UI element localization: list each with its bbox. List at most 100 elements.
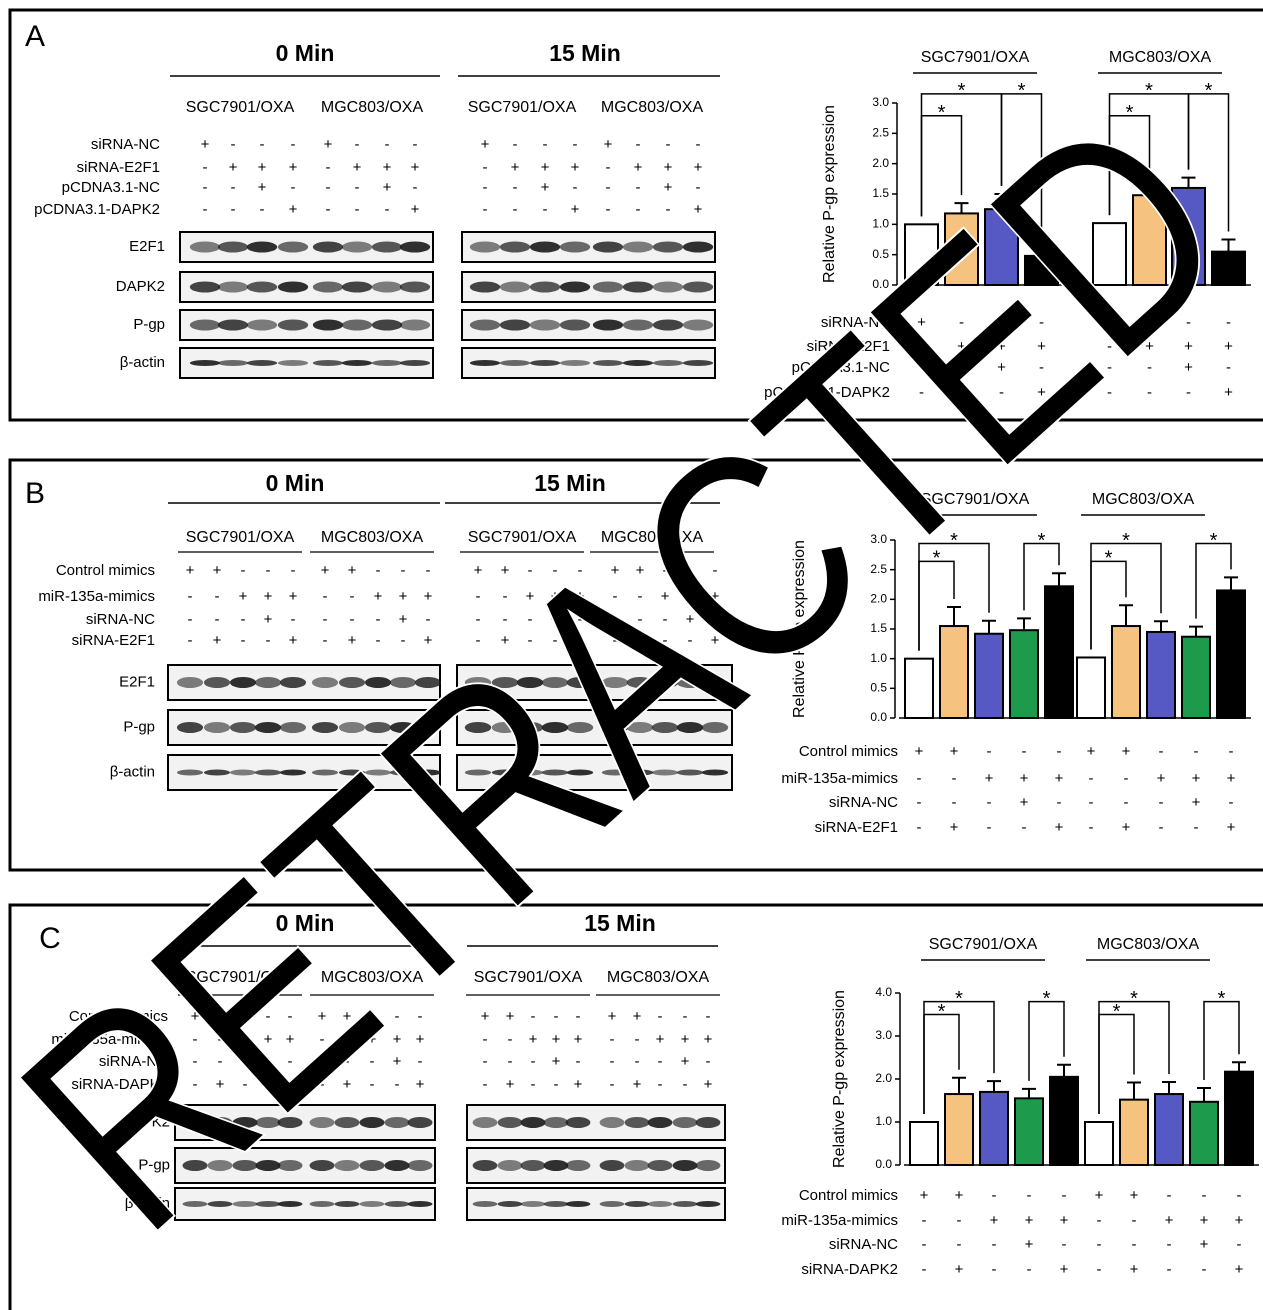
treatment-sign: + (541, 179, 550, 196)
blot-band (204, 770, 230, 776)
condition-sign: - (1124, 770, 1129, 787)
cell-line-label: SGC7901/OXA (186, 99, 295, 116)
condition-sign: - (1132, 1236, 1137, 1253)
treatment-sign: - (326, 159, 331, 176)
treatment-label: Control mimics (56, 562, 155, 579)
blot-band (218, 320, 248, 331)
blot-band (280, 722, 306, 733)
condition-sign: + (955, 1187, 964, 1204)
blot-band (498, 1201, 523, 1207)
blot-band (385, 1201, 410, 1207)
treatment-sign: - (413, 179, 418, 196)
blot-band (385, 1117, 410, 1128)
blot-band (313, 320, 343, 331)
error-bar (1127, 1082, 1141, 1099)
condition-sign: + (1055, 819, 1064, 836)
blot-band (342, 282, 372, 293)
treatment-sign: + (264, 611, 273, 628)
blot-band (648, 1117, 673, 1128)
error-bar (1232, 1062, 1246, 1071)
condition-sign: - (922, 1212, 927, 1229)
blot-band (255, 722, 281, 733)
blot-band (500, 320, 530, 331)
condition-sign: + (1087, 743, 1096, 760)
treatment-sign: - (355, 136, 360, 153)
condition-sign: - (1159, 743, 1164, 760)
treatment-sign: - (531, 1053, 536, 1070)
significance-star: * (1038, 530, 1046, 552)
treatment-sign: - (241, 632, 246, 649)
blot-band (342, 242, 372, 253)
bar (980, 1092, 1008, 1165)
blot-band (648, 1160, 673, 1171)
bar (1077, 657, 1105, 718)
condition-sign: + (1192, 794, 1201, 811)
cell-line-label: MGC803/OXA (601, 99, 704, 116)
condition-sign: - (1089, 819, 1094, 836)
treatment-sign: - (483, 1031, 488, 1048)
condition-sign: - (987, 819, 992, 836)
y-tick-label: 2.0 (875, 1071, 892, 1085)
treatment-sign: - (483, 1076, 488, 1093)
blot-band (177, 722, 203, 733)
treatment-sign: - (291, 611, 296, 628)
treatment-sign: - (203, 159, 208, 176)
blot-band (342, 360, 372, 366)
treatment-sign: + (633, 1076, 642, 1093)
protein-label: β-actin (110, 763, 155, 780)
treatment-sign: - (203, 179, 208, 196)
blot-band (372, 242, 402, 253)
treatment-sign: - (636, 136, 641, 153)
condition-sign: + (985, 770, 994, 787)
treatment-label: siRNA-NC (91, 136, 160, 153)
condition-sign: - (1124, 794, 1129, 811)
treatment-sign: + (411, 159, 420, 176)
bar (1015, 1098, 1043, 1165)
condition-sign: + (1227, 819, 1236, 836)
protein-label: E2F1 (119, 673, 155, 690)
treatment-sign: + (239, 588, 248, 605)
condition-sign: + (1122, 819, 1131, 836)
blot-band (190, 320, 220, 331)
blot-band (177, 770, 203, 776)
blot-band (623, 282, 653, 293)
blot-band (190, 242, 220, 253)
treatment-sign: + (353, 159, 362, 176)
bar (1050, 1077, 1078, 1165)
blot-band (673, 1160, 698, 1171)
treatment-sign: + (213, 632, 222, 649)
treatment-label: pCDNA3.1-NC (62, 179, 161, 196)
condition-sign: - (957, 1236, 962, 1253)
blot-band (408, 1201, 433, 1207)
treatment-sign: + (374, 588, 383, 605)
condition-sign: - (1097, 1236, 1102, 1253)
treatment-sign: + (664, 179, 673, 196)
bar (1217, 590, 1245, 718)
blot-band (560, 360, 590, 366)
blot-band (400, 282, 430, 293)
treatment-sign: - (291, 562, 296, 579)
blot-band (498, 1117, 523, 1128)
significance-star: * (1105, 548, 1113, 570)
treatment-sign: - (266, 562, 271, 579)
blot-band (372, 360, 402, 366)
condition-sign: - (952, 770, 957, 787)
timepoint-label: 15 Min (549, 40, 621, 66)
treatment-sign: + (604, 136, 613, 153)
condition-sign: + (1165, 1212, 1174, 1229)
error-bar (1189, 627, 1203, 637)
treatment-sign: - (483, 1053, 488, 1070)
blot-band (408, 1160, 433, 1171)
treatment-sign: + (571, 201, 580, 218)
treatment-sign: + (289, 159, 298, 176)
treatment-sign: - (554, 1008, 559, 1025)
group-title: MGC803/OXA (1109, 49, 1212, 66)
treatment-sign: - (513, 136, 518, 153)
condition-sign: - (1062, 1187, 1067, 1204)
treatment-sign: - (543, 136, 548, 153)
blot-band (500, 282, 530, 293)
blot-band (623, 242, 653, 253)
treatment-sign: + (383, 179, 392, 196)
blot-band (593, 242, 623, 253)
treatment-sign: - (636, 201, 641, 218)
